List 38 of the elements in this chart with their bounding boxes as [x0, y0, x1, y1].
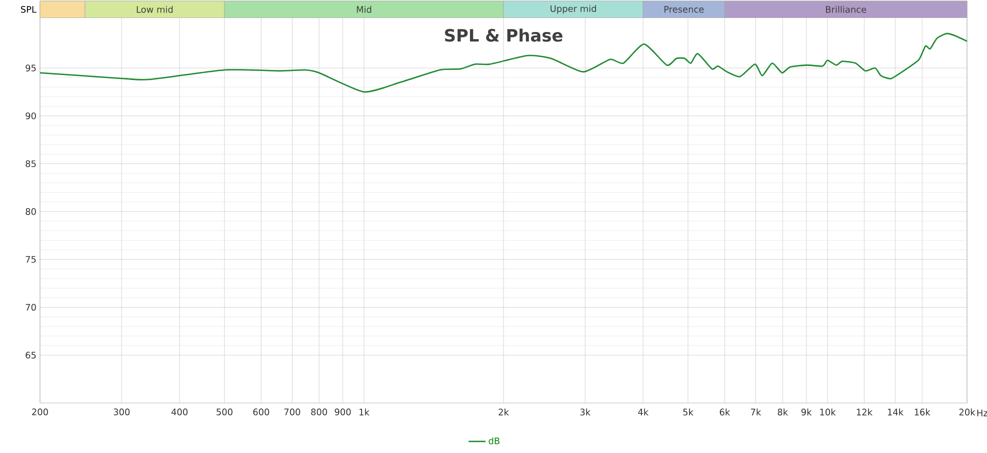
x-tick-label: 500 [216, 408, 232, 416]
legend-label: dB [488, 437, 500, 444]
x-axis-title: Hz [977, 410, 987, 416]
x-tick-label: 900 [334, 408, 351, 416]
x-tick-label: 600 [253, 408, 270, 416]
y-tick-label: 95 [26, 64, 36, 72]
x-tick-label: 14k [888, 408, 904, 416]
x-tick-label: 300 [114, 408, 130, 416]
band-label: Upper mid [550, 5, 596, 14]
x-tick-label: 10k [820, 408, 836, 416]
x-tick-label: 3k [580, 408, 591, 416]
x-tick-label: 9k [801, 408, 812, 416]
band-label: Presence [664, 6, 704, 13]
band-label: Brilliance [826, 6, 866, 13]
x-tick-label: 200 [32, 408, 48, 416]
y-tick-label: 80 [26, 208, 36, 215]
x-tick-label: 700 [284, 408, 300, 416]
x-tick-label: 400 [171, 408, 188, 416]
y-axis-title: SPL [20, 6, 36, 13]
x-tick-label: 800 [311, 408, 328, 416]
x-tick-label: 5k [683, 408, 694, 416]
x-tick-label: 2k [498, 408, 509, 416]
x-tick-label: 20k [959, 408, 976, 416]
text: SPL & Phase [445, 28, 562, 42]
y-tick-label: 75 [26, 256, 36, 263]
y-tick-label: 65 [26, 352, 36, 359]
band-label: Mid [356, 6, 372, 13]
x-tick-label: 1k [360, 408, 370, 416]
x-tick-label: 7k [750, 408, 762, 416]
x-tick-label: 12k [856, 408, 872, 416]
x-tick-label: 4k [638, 408, 648, 416]
band-label: Low mid [136, 6, 173, 13]
x-tick-label: 16k [914, 408, 930, 416]
y-tick-label: 90 [26, 112, 36, 120]
y-tick-label: 85 [26, 160, 36, 168]
y-tick-label: 70 [26, 304, 36, 311]
x-tick-label: 8k [778, 408, 788, 416]
x-tick-label: 6k [720, 408, 730, 416]
